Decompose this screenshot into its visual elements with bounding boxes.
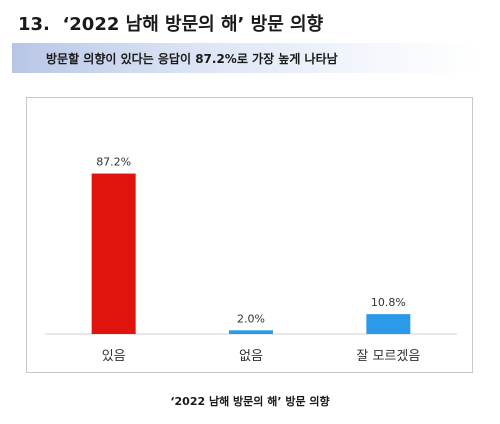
bar-1 bbox=[229, 330, 273, 334]
category-label-2: 잘 모르겠음 bbox=[356, 349, 420, 364]
data-label-2: 10.8% bbox=[371, 296, 406, 309]
chart-caption: ‘2022 남해 방문의 해’ 방문 의향 bbox=[170, 395, 330, 408]
section-title: ‘2022 남해 방문의 해’ 방문 의향 bbox=[62, 14, 324, 35]
section-number: 13. bbox=[18, 14, 50, 35]
page-title: 13. ‘2022 남해 방문의 해’ 방문 의향 bbox=[18, 10, 323, 36]
data-label-1: 2.0% bbox=[237, 312, 265, 325]
summary-banner: 방문할 의향이 있다는 응답이 87.2%로 가장 높게 나타남 bbox=[12, 43, 480, 73]
category-label-1: 없음 bbox=[239, 349, 263, 364]
chart-plot: 87.2% 있음 2.0% 없음 10.8% 잘 모르겠음 bbox=[45, 156, 457, 364]
category-label-0: 있음 bbox=[102, 349, 126, 364]
bar-2 bbox=[366, 314, 411, 334]
bar-0 bbox=[91, 173, 136, 334]
bar-chart: 87.2% 있음 2.0% 없음 10.8% 잘 모르겠음 bbox=[26, 97, 473, 373]
summary-text: 방문할 의향이 있다는 응답이 87.2%로 가장 높게 나타남 bbox=[46, 52, 338, 66]
data-label-0: 87.2% bbox=[96, 156, 131, 169]
